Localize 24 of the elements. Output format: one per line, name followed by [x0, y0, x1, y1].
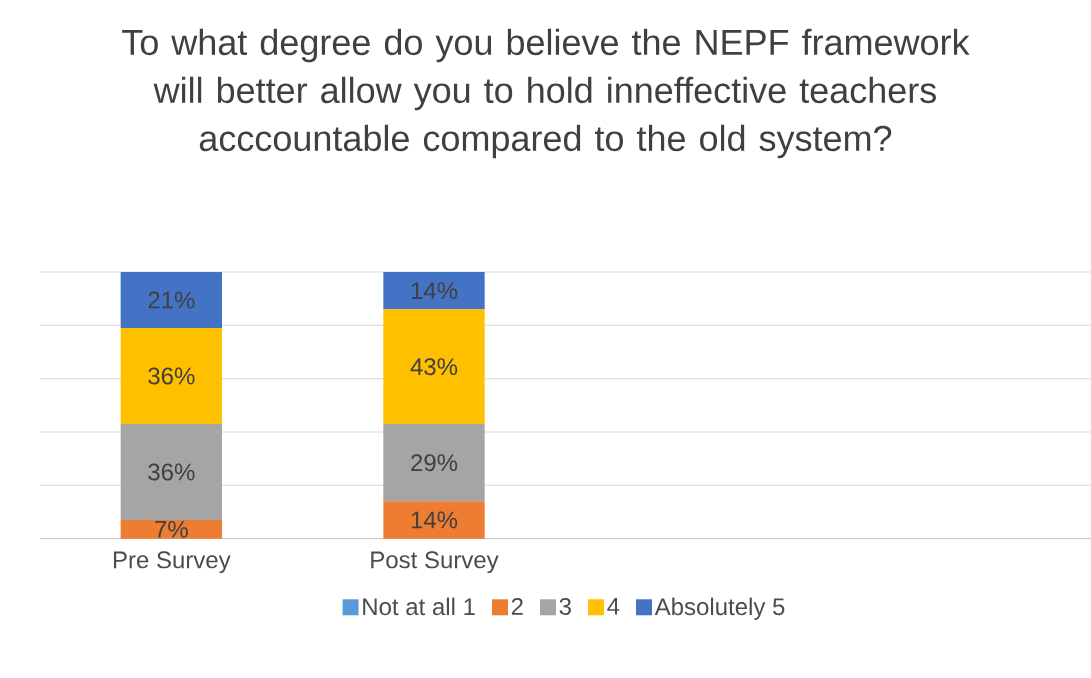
legend-label: 4	[607, 598, 620, 615]
bar	[383, 309, 485, 424]
bar	[383, 272, 485, 310]
data-label: 7%	[155, 520, 188, 538]
bar	[383, 501, 485, 539]
data-label: 29%	[411, 454, 458, 472]
data-label: 36%	[148, 463, 195, 481]
legend-label: 3	[559, 597, 571, 615]
data-label: 43%	[410, 358, 458, 376]
bar	[120, 520, 222, 539]
bar	[120, 424, 222, 520]
bar	[120, 328, 222, 424]
data-label: 21%	[148, 291, 195, 309]
x-tick-label: Pre Survey	[113, 551, 231, 574]
legend-label: Not at all 1	[363, 597, 475, 616]
data-label: 36%	[148, 367, 195, 385]
data-label: 14%	[411, 511, 458, 529]
bar	[120, 272, 222, 328]
bar	[383, 424, 485, 502]
chart-title: To what degree do you believe the NEPF framework will better allow you to hold inneffective teachers acccountable compared to the old system?	[122, 28, 970, 159]
legend-label: 2	[511, 597, 523, 615]
legend-label: Absolutely 5	[654, 597, 785, 620]
data-label: 14%	[411, 282, 458, 300]
x-tick-label: Post Survey	[371, 551, 499, 574]
